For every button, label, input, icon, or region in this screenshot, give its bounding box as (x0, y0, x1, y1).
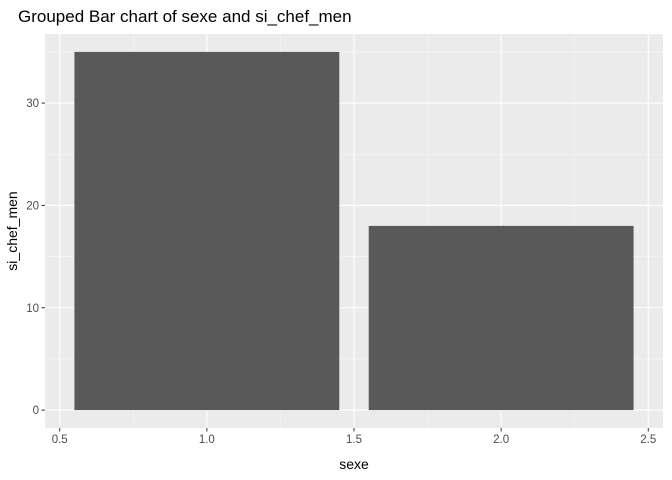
x-tick-label: 1.5 (346, 434, 362, 446)
chart-title: Grouped Bar chart of sexe and si_chef_me… (18, 7, 352, 26)
y-tick-label: 30 (26, 98, 39, 110)
bar-2 (368, 225, 634, 411)
x-axis: 0.5 1.0 1.5 2.0 2.5 (52, 428, 656, 446)
y-tick-label: 20 (26, 200, 39, 212)
y-axis: 0 10 20 30 (26, 98, 45, 417)
bars (74, 51, 634, 411)
x-tick-label: 0.5 (52, 434, 68, 446)
bar-1 (74, 51, 340, 411)
x-tick-label: 1.0 (199, 434, 215, 446)
y-axis-title: si_chef_men (4, 191, 20, 270)
x-tick-label: 2.5 (640, 434, 656, 446)
x-tick-label: 2.0 (493, 434, 509, 446)
y-tick-label: 0 (33, 405, 39, 417)
y-tick-label: 10 (26, 303, 39, 315)
x-axis-title: sexe (339, 456, 369, 472)
